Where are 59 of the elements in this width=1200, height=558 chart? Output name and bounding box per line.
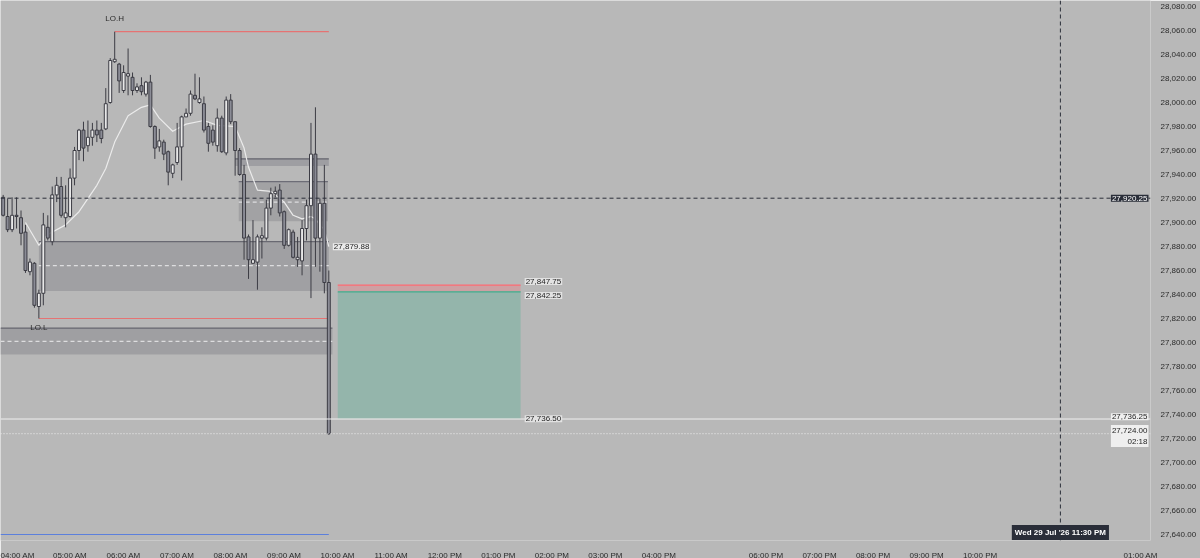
ref-line-label: 27,736.25 (1111, 412, 1149, 422)
x-tick-label: 08:00 PM (855, 550, 891, 558)
y-tick-label: 27,680.00 (1160, 482, 1197, 491)
series-label: LO.H (105, 14, 125, 24)
x-tick-label: 06:00 AM (106, 550, 141, 558)
y-tick-label: 28,000.00 (1160, 98, 1197, 107)
y-tick-label: 27,860.00 (1160, 266, 1197, 275)
y-tick-label: 27,760.00 (1160, 386, 1197, 395)
y-tick-label: 28,040.00 (1160, 50, 1197, 59)
y-tick-label: 27,820.00 (1160, 314, 1197, 323)
x-tick-label: 12:00 PM (427, 550, 463, 558)
annotation: 27,736.50 (525, 414, 562, 424)
ref-line-label: 27,920.25 (1111, 193, 1149, 203)
y-tick-label: 27,960.00 (1160, 146, 1197, 155)
x-tick-label: 05:00 AM (52, 550, 88, 558)
y-tick-label: 27,640.00 (1160, 530, 1197, 539)
y-tick-label: 27,660.00 (1160, 506, 1197, 515)
y-tick-label: 28,080.00 (1160, 2, 1197, 11)
y-tick-label: 27,880.00 (1160, 242, 1197, 251)
x-tick-label: 02:00 PM (534, 550, 570, 558)
x-tick-label: 09:00 PM (909, 550, 945, 558)
y-tick-label: 27,740.00 (1160, 410, 1197, 419)
candlestick (5, 198, 10, 233)
y-tick-label: 28,060.00 (1160, 26, 1197, 35)
annotation: 27,842.25 (525, 291, 562, 300)
y-tick-label: 27,780.00 (1160, 362, 1197, 371)
candlestick (117, 62, 122, 94)
y-tick-label: 28,020.00 (1160, 74, 1197, 83)
x-tick-label: 08:00 AM (213, 550, 248, 558)
ref-line-label: Wed 29 Jul '26 11:30 PM (1014, 528, 1107, 537)
y-tick-label: 27,900.00 (1160, 218, 1197, 227)
x-tick-label: 03:00 PM (588, 550, 623, 558)
y-tick-label: 27,840.00 (1160, 290, 1197, 299)
x-tick-label: 10:00 AM (320, 550, 355, 558)
candlestick (1, 194, 6, 217)
annotation: 27,847.75 (525, 277, 562, 286)
data-label: 27,879.88 (333, 242, 370, 252)
x-tick-label: 01:00 AM (1123, 550, 1158, 558)
candlestick (81, 121, 86, 162)
y-tick-label: 27,980.00 (1160, 122, 1197, 131)
x-tick-label: 06:00 PM (748, 550, 784, 558)
x-tick-label: 04:00 AM (0, 550, 35, 558)
y-tick-label: 27,920.00 (1160, 194, 1197, 203)
y-tick-label: 27,720.00 (1160, 434, 1197, 443)
x-tick-label: 07:00 AM (160, 550, 195, 558)
x-tick-label: 01:00 PM (481, 550, 516, 558)
x-tick-label: 07:00 PM (802, 550, 837, 558)
series-label: LO.L (30, 323, 49, 332)
y-tick-label: 27,700.00 (1160, 458, 1197, 467)
x-tick-label: 09:00 AM (267, 550, 302, 558)
ref-line-label: 27,724.00 02:18 (1111, 426, 1149, 446)
x-tick-label: 04:00 PM (641, 550, 677, 558)
x-tick-label: 11:00 AM (374, 550, 408, 558)
candlestick (94, 120, 99, 143)
x-tick-label: 10:00 PM (962, 550, 998, 558)
y-tick-label: 27,800.00 (1160, 338, 1197, 347)
candlestick (157, 128, 162, 153)
candlestick (10, 196, 15, 233)
y-tick-label: 27,940.00 (1160, 170, 1197, 179)
